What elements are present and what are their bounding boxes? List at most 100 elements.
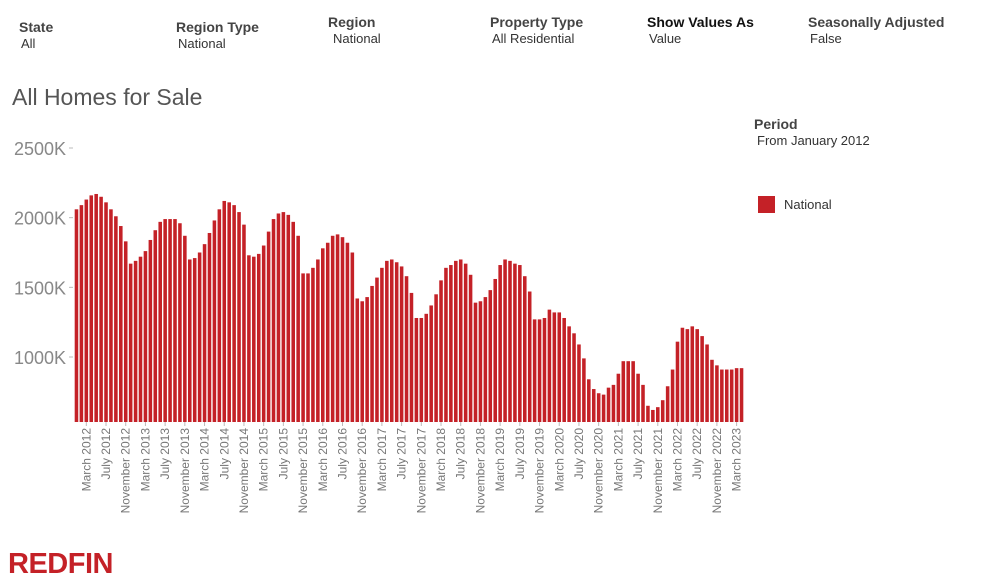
bar[interactable] <box>389 259 394 422</box>
period-filter[interactable]: Period From January 2012 <box>754 116 870 148</box>
bar[interactable] <box>311 267 315 422</box>
bar[interactable] <box>705 344 709 422</box>
bar[interactable] <box>281 212 286 422</box>
bar[interactable] <box>227 202 231 422</box>
bar[interactable] <box>468 274 473 422</box>
bar[interactable] <box>478 301 483 422</box>
bar[interactable] <box>301 273 305 422</box>
bar[interactable] <box>252 256 256 422</box>
bar[interactable] <box>562 317 566 422</box>
bar[interactable] <box>537 319 542 422</box>
bar[interactable] <box>523 276 527 422</box>
bar[interactable] <box>365 297 369 422</box>
bar[interactable] <box>178 223 182 422</box>
bar[interactable] <box>276 213 281 422</box>
bar[interactable] <box>128 263 133 422</box>
bar[interactable] <box>370 285 374 422</box>
bar[interactable] <box>715 365 719 422</box>
bar[interactable] <box>212 220 217 422</box>
bar[interactable] <box>109 209 113 422</box>
filter-show-values-as[interactable]: Show Values As Value <box>647 14 754 46</box>
bar[interactable] <box>419 317 424 422</box>
bar[interactable] <box>611 384 616 422</box>
bar[interactable] <box>424 313 429 422</box>
bar[interactable] <box>493 278 497 422</box>
bar[interactable] <box>734 368 739 422</box>
bar[interactable] <box>542 317 547 422</box>
bar[interactable] <box>306 273 310 422</box>
bar[interactable] <box>567 326 571 422</box>
bar[interactable] <box>84 199 89 422</box>
bar[interactable] <box>660 400 665 422</box>
bar[interactable] <box>286 214 291 422</box>
bar[interactable] <box>656 407 660 422</box>
bar[interactable] <box>582 358 586 422</box>
bar[interactable] <box>439 280 443 422</box>
bar[interactable] <box>74 209 79 422</box>
bar[interactable] <box>498 265 502 422</box>
bar[interactable] <box>316 259 320 422</box>
bar[interactable] <box>330 235 335 422</box>
bar[interactable] <box>488 290 493 422</box>
bar[interactable] <box>232 205 236 422</box>
bar[interactable] <box>123 241 128 422</box>
bar[interactable] <box>596 393 601 422</box>
bar[interactable] <box>197 252 202 423</box>
bar[interactable] <box>690 326 695 422</box>
bar[interactable] <box>429 305 433 422</box>
bar[interactable] <box>237 212 241 422</box>
bar[interactable] <box>675 341 680 422</box>
bar[interactable] <box>572 333 576 422</box>
bar[interactable] <box>606 387 611 422</box>
bar[interactable] <box>325 242 330 422</box>
bar[interactable] <box>79 205 84 422</box>
bar[interactable] <box>454 260 458 422</box>
bar[interactable] <box>104 202 108 422</box>
bar[interactable] <box>641 384 645 422</box>
bar[interactable] <box>729 369 734 422</box>
bar[interactable] <box>168 219 172 422</box>
bar[interactable] <box>739 368 744 422</box>
bar[interactable] <box>94 193 98 422</box>
bar[interactable] <box>552 312 557 422</box>
bar[interactable] <box>133 260 138 422</box>
filter-region-type[interactable]: Region Type National <box>176 19 259 51</box>
bar[interactable] <box>143 251 148 422</box>
bar[interactable] <box>138 256 143 422</box>
bar[interactable] <box>449 265 453 422</box>
bar[interactable] <box>89 195 94 422</box>
bar[interactable] <box>621 361 626 422</box>
bar[interactable] <box>399 266 404 422</box>
filter-state[interactable]: State All <box>19 19 53 51</box>
bar[interactable] <box>527 291 532 422</box>
bar[interactable] <box>547 309 552 422</box>
bar[interactable] <box>700 336 704 422</box>
bar[interactable] <box>360 301 364 422</box>
bar[interactable] <box>163 219 167 422</box>
bar[interactable] <box>207 232 212 422</box>
bar[interactable] <box>355 298 360 422</box>
bar[interactable] <box>557 312 562 422</box>
bar[interactable] <box>409 292 414 422</box>
bar[interactable] <box>114 216 118 422</box>
bar[interactable] <box>192 258 197 422</box>
bar[interactable] <box>513 263 517 422</box>
bar[interactable] <box>350 252 355 423</box>
bar[interactable] <box>148 239 153 422</box>
bar[interactable] <box>532 319 537 422</box>
bar[interactable] <box>414 317 419 422</box>
bar[interactable] <box>266 231 271 422</box>
bar[interactable] <box>99 196 103 422</box>
bar[interactable] <box>385 260 389 422</box>
bar[interactable] <box>222 200 227 422</box>
bar[interactable] <box>616 373 621 422</box>
bar[interactable] <box>380 267 384 422</box>
bar[interactable] <box>335 234 340 422</box>
filter-region[interactable]: Region National <box>328 14 381 46</box>
bar[interactable] <box>518 265 522 422</box>
bar[interactable] <box>394 262 399 422</box>
bar[interactable] <box>321 248 325 422</box>
bar[interactable] <box>587 379 591 422</box>
bar[interactable] <box>695 329 699 422</box>
bar[interactable] <box>483 297 488 422</box>
